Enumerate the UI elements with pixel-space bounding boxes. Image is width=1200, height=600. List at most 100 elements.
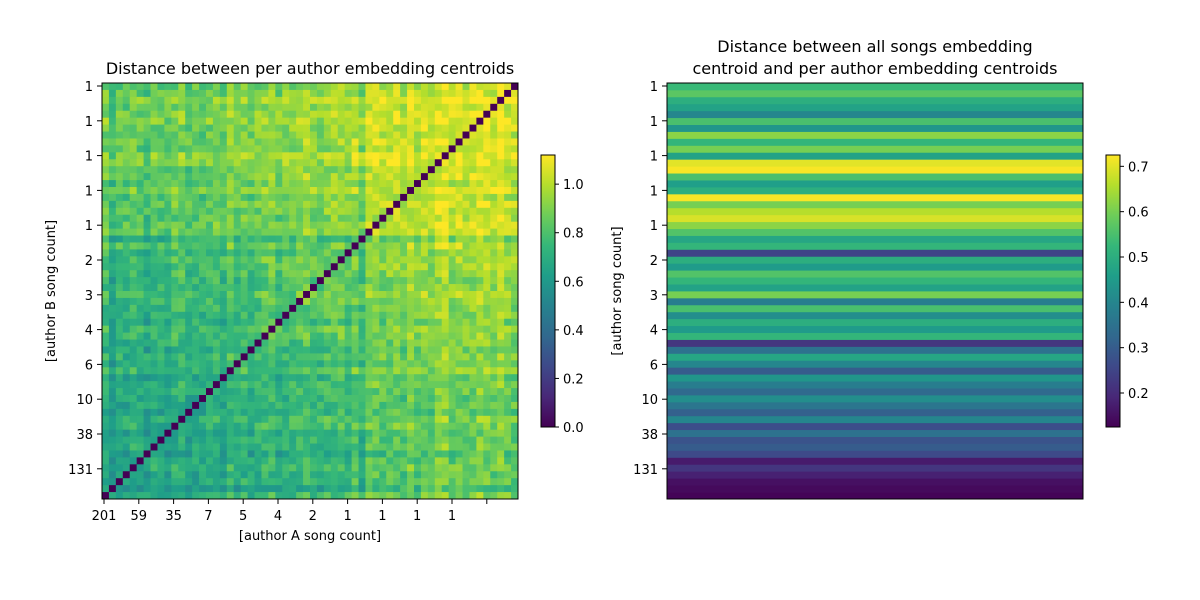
heatmap-cell bbox=[109, 180, 116, 187]
heatmap-cell bbox=[241, 208, 248, 215]
heatmap-cell bbox=[137, 298, 144, 305]
heatmap-cell bbox=[275, 485, 282, 492]
heatmap-cell bbox=[130, 346, 137, 353]
heatmap-cell bbox=[490, 249, 497, 256]
heatmap-cell bbox=[338, 381, 345, 388]
heatmap-cell bbox=[324, 90, 331, 97]
heatmap-cell bbox=[144, 395, 151, 402]
heatmap-cell bbox=[213, 395, 220, 402]
heatmap-cell bbox=[144, 353, 151, 360]
x-tick-label: 2 bbox=[309, 509, 317, 524]
heatmap-cell bbox=[241, 222, 248, 229]
heatmap-cell bbox=[463, 152, 470, 159]
heatmap-cell bbox=[421, 111, 428, 118]
heatmap-cell bbox=[456, 166, 463, 173]
heatmap-cell bbox=[109, 416, 116, 423]
heatmap-cell bbox=[206, 457, 213, 464]
heatmap-cell bbox=[386, 437, 393, 444]
heatmap-cell bbox=[393, 97, 400, 104]
heatmap-cell bbox=[407, 312, 414, 319]
heatmap-cell bbox=[442, 104, 449, 111]
heatmap-cell bbox=[379, 409, 386, 416]
heatmap-cell bbox=[338, 222, 345, 229]
heatmap-cell bbox=[456, 118, 463, 125]
left-heatmap-cells bbox=[102, 83, 518, 499]
heatmap-cell bbox=[116, 222, 123, 229]
heatmap-cell bbox=[331, 83, 338, 90]
heatmap-cell bbox=[504, 270, 511, 277]
heatmap-cell bbox=[365, 333, 372, 340]
heatmap-cell bbox=[255, 132, 262, 139]
heatmap-cell bbox=[234, 173, 241, 180]
heatmap-cell bbox=[317, 90, 324, 97]
heatmap-cell bbox=[227, 305, 234, 312]
heatmap-cell bbox=[248, 423, 255, 430]
heatmap-cell bbox=[144, 83, 151, 90]
heatmap-cell bbox=[185, 132, 192, 139]
heatmap-cell bbox=[504, 263, 511, 270]
heatmap-cell bbox=[331, 360, 338, 367]
heatmap-cell bbox=[241, 409, 248, 416]
heatmap-cell bbox=[393, 229, 400, 236]
heatmap-cell bbox=[296, 430, 303, 437]
heatmap-cell bbox=[345, 132, 352, 139]
heatmap-cell bbox=[178, 132, 185, 139]
heatmap-cell bbox=[255, 409, 262, 416]
heatmap-cell bbox=[206, 312, 213, 319]
heatmap-cell bbox=[241, 450, 248, 457]
heatmap-cell bbox=[296, 319, 303, 326]
heatmap-cell bbox=[303, 97, 310, 104]
heatmap-cell bbox=[213, 388, 220, 395]
heatmap-cell bbox=[178, 229, 185, 236]
heatmap-cell bbox=[331, 90, 338, 97]
heatmap-cell bbox=[213, 187, 220, 194]
heatmap-cell bbox=[109, 374, 116, 381]
heatmap-row bbox=[667, 346, 1083, 353]
heatmap-cell bbox=[102, 166, 109, 173]
heatmap-cell bbox=[421, 374, 428, 381]
heatmap-cell bbox=[213, 340, 220, 347]
heatmap-cell bbox=[296, 194, 303, 201]
heatmap-cell bbox=[171, 478, 178, 485]
heatmap-cell bbox=[393, 159, 400, 166]
heatmap-cell bbox=[310, 457, 317, 464]
heatmap-cell bbox=[220, 180, 227, 187]
heatmap-cell bbox=[372, 249, 379, 256]
heatmap-cell bbox=[352, 284, 359, 291]
heatmap-cell bbox=[414, 284, 421, 291]
heatmap-cell bbox=[303, 229, 310, 236]
heatmap-cell bbox=[303, 402, 310, 409]
heatmap-cell bbox=[490, 464, 497, 471]
heatmap-cell bbox=[102, 83, 109, 90]
heatmap-cell bbox=[303, 104, 310, 111]
heatmap-cell bbox=[511, 222, 518, 229]
heatmap-cell bbox=[234, 388, 241, 395]
heatmap-cell bbox=[442, 423, 449, 430]
heatmap-cell bbox=[338, 173, 345, 180]
heatmap-cell bbox=[317, 353, 324, 360]
heatmap-cell bbox=[213, 284, 220, 291]
heatmap-cell bbox=[289, 90, 296, 97]
heatmap-cell bbox=[476, 145, 483, 152]
heatmap-cell bbox=[359, 388, 366, 395]
heatmap-cell bbox=[490, 423, 497, 430]
heatmap-cell bbox=[407, 215, 414, 222]
heatmap-cell bbox=[255, 298, 262, 305]
heatmap-cell bbox=[102, 145, 109, 152]
heatmap-cell bbox=[435, 83, 442, 90]
heatmap-cell bbox=[296, 222, 303, 229]
heatmap-cell bbox=[372, 215, 379, 222]
heatmap-cell bbox=[206, 374, 213, 381]
heatmap-cell bbox=[414, 145, 421, 152]
heatmap-cell bbox=[393, 138, 400, 145]
heatmap-cell bbox=[261, 145, 268, 152]
heatmap-cell bbox=[365, 201, 372, 208]
heatmap-cell bbox=[435, 194, 442, 201]
heatmap-cell bbox=[379, 215, 386, 222]
heatmap-cell bbox=[428, 180, 435, 187]
heatmap-cell bbox=[386, 187, 393, 194]
heatmap-cell bbox=[164, 305, 171, 312]
heatmap-cell bbox=[275, 340, 282, 347]
heatmap-cell bbox=[511, 423, 518, 430]
heatmap-cell bbox=[289, 229, 296, 236]
